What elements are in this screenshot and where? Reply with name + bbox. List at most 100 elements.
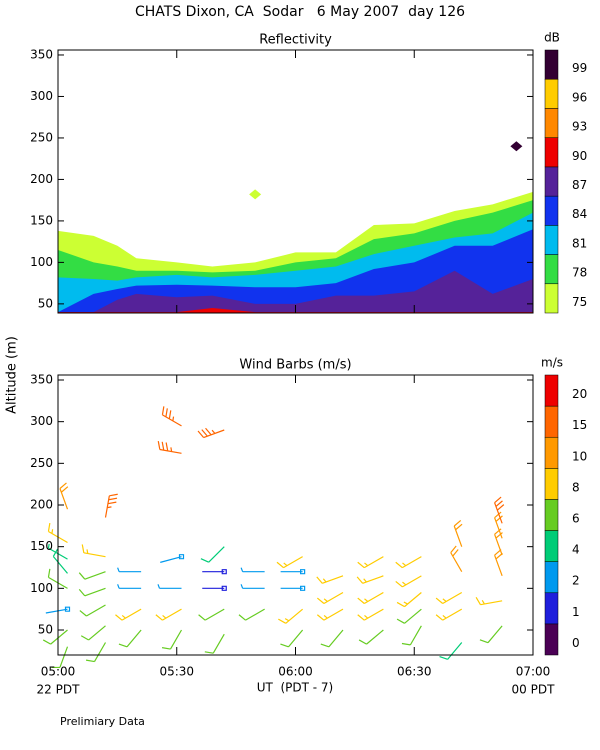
colorbar-swatch	[544, 592, 559, 625]
plot-frame	[57, 374, 534, 656]
colorbar-tick-label: 0	[572, 636, 580, 650]
colorbar-swatch	[544, 137, 559, 168]
wind-barb	[494, 528, 503, 556]
chart-title: Wind Barbs (m/s)	[239, 358, 351, 373]
wind-barb	[118, 629, 142, 648]
wind-barb	[494, 511, 503, 539]
wind-barb	[157, 584, 182, 589]
wind-barb	[51, 646, 69, 669]
colorbar-tick-label: 81	[572, 236, 587, 250]
wind-barb	[45, 606, 71, 614]
y-tick-label: 200	[30, 498, 53, 512]
wind-barb	[204, 633, 225, 654]
colorbar-tick-label: 20	[572, 387, 587, 401]
colorbar-swatch	[544, 195, 559, 226]
wind-barb	[280, 629, 304, 648]
colorbar-label: dB	[544, 31, 560, 45]
x-tick-label: 06:00	[278, 665, 313, 679]
colorbar-tick-label: 8	[572, 480, 580, 494]
wind-barb	[439, 642, 463, 660]
wind-barb	[479, 625, 503, 644]
colorbar-swatch	[544, 530, 559, 562]
colorbar-swatch	[544, 166, 559, 197]
wind-barb	[453, 519, 463, 547]
y-tick-label: 100	[30, 581, 53, 595]
y-tick-label: 50	[38, 623, 53, 637]
colorbar-swatch	[544, 283, 559, 314]
colorbar-tick-label: 6	[572, 512, 580, 526]
y-tick-label: 150	[30, 539, 53, 553]
wind-barb	[358, 629, 384, 645]
x-tick-label: 07:00	[516, 665, 551, 679]
wind-barb	[357, 608, 384, 621]
y-tick-label: 150	[30, 213, 53, 227]
colorbar-swatch	[544, 225, 559, 255]
wind-barb	[160, 554, 185, 563]
colorbar-tick-label: 90	[572, 149, 587, 163]
wind-barb	[117, 567, 142, 573]
y-axis-label: Altitude (m)	[5, 336, 20, 414]
colorbar-tick-label: 4	[572, 543, 580, 557]
colorbar-tick-label: 87	[572, 178, 587, 192]
wind-barb	[395, 575, 422, 588]
wind-barb	[59, 482, 69, 510]
colorbar-swatch	[544, 78, 559, 109]
wind-barb	[401, 625, 422, 646]
colorbar-swatch	[544, 108, 559, 138]
wind-barb	[81, 544, 106, 558]
colorbar-tick-label: 96	[572, 90, 587, 104]
wind-barb	[115, 608, 142, 621]
y-tick-label: 50	[38, 296, 53, 310]
wind-barb	[450, 545, 463, 572]
y-tick-label: 350	[30, 47, 53, 61]
wind-barb	[117, 584, 142, 589]
wind-barb	[197, 427, 225, 439]
wind-barb	[198, 608, 225, 621]
wind-barb	[475, 596, 503, 606]
wind-barb	[80, 625, 106, 641]
colorbar-tick-label: 10	[572, 449, 587, 463]
y-tick-label: 300	[30, 89, 53, 103]
wind-barb	[161, 629, 183, 650]
colorbar-swatch	[544, 436, 559, 469]
chart-title: Reflectivity	[259, 33, 332, 48]
wind-barb	[435, 591, 463, 605]
colorbar-swatch	[544, 254, 559, 285]
colorbar-swatch	[544, 561, 559, 594]
colorbar-tick-label: 1	[572, 605, 580, 619]
contour-spot	[249, 189, 262, 200]
colorbar-swatch	[544, 374, 559, 407]
colorbar-tick-label: 2	[572, 574, 580, 588]
wind-barb	[79, 604, 106, 617]
wind-barb	[240, 567, 265, 573]
colorbar-label: m/s	[541, 356, 563, 370]
contour-band	[58, 270, 533, 313]
wind-barb	[494, 496, 505, 524]
colorbar-tick-label: 93	[572, 120, 587, 134]
y-tick-label: 200	[30, 172, 53, 186]
wind-barb	[278, 608, 304, 624]
wind-barb	[276, 556, 303, 569]
y-tick-label: 300	[30, 414, 53, 428]
wind-barb	[78, 587, 106, 597]
wind-barb	[161, 406, 182, 427]
left-note: 22 PDT	[37, 683, 81, 697]
y-tick-label: 250	[30, 456, 53, 470]
wind-barb	[78, 571, 106, 580]
y-tick-label: 250	[30, 130, 53, 144]
colorbar-swatch	[544, 499, 559, 531]
wind-barb	[357, 556, 384, 569]
x-tick-label: 05:30	[159, 665, 194, 679]
wind-barb	[238, 608, 265, 621]
right-note: 00 PDT	[512, 683, 556, 697]
wind-barb	[202, 585, 227, 591]
wind-barb	[85, 642, 107, 663]
x-tick-label: 05:00	[41, 665, 76, 679]
wind-barb	[357, 591, 384, 605]
colorbar-swatch	[544, 623, 559, 656]
colorbar-swatch	[544, 49, 559, 80]
wind-barb	[280, 585, 306, 591]
wind-barb	[395, 556, 422, 569]
colorbar-tick-label: 99	[572, 61, 587, 75]
